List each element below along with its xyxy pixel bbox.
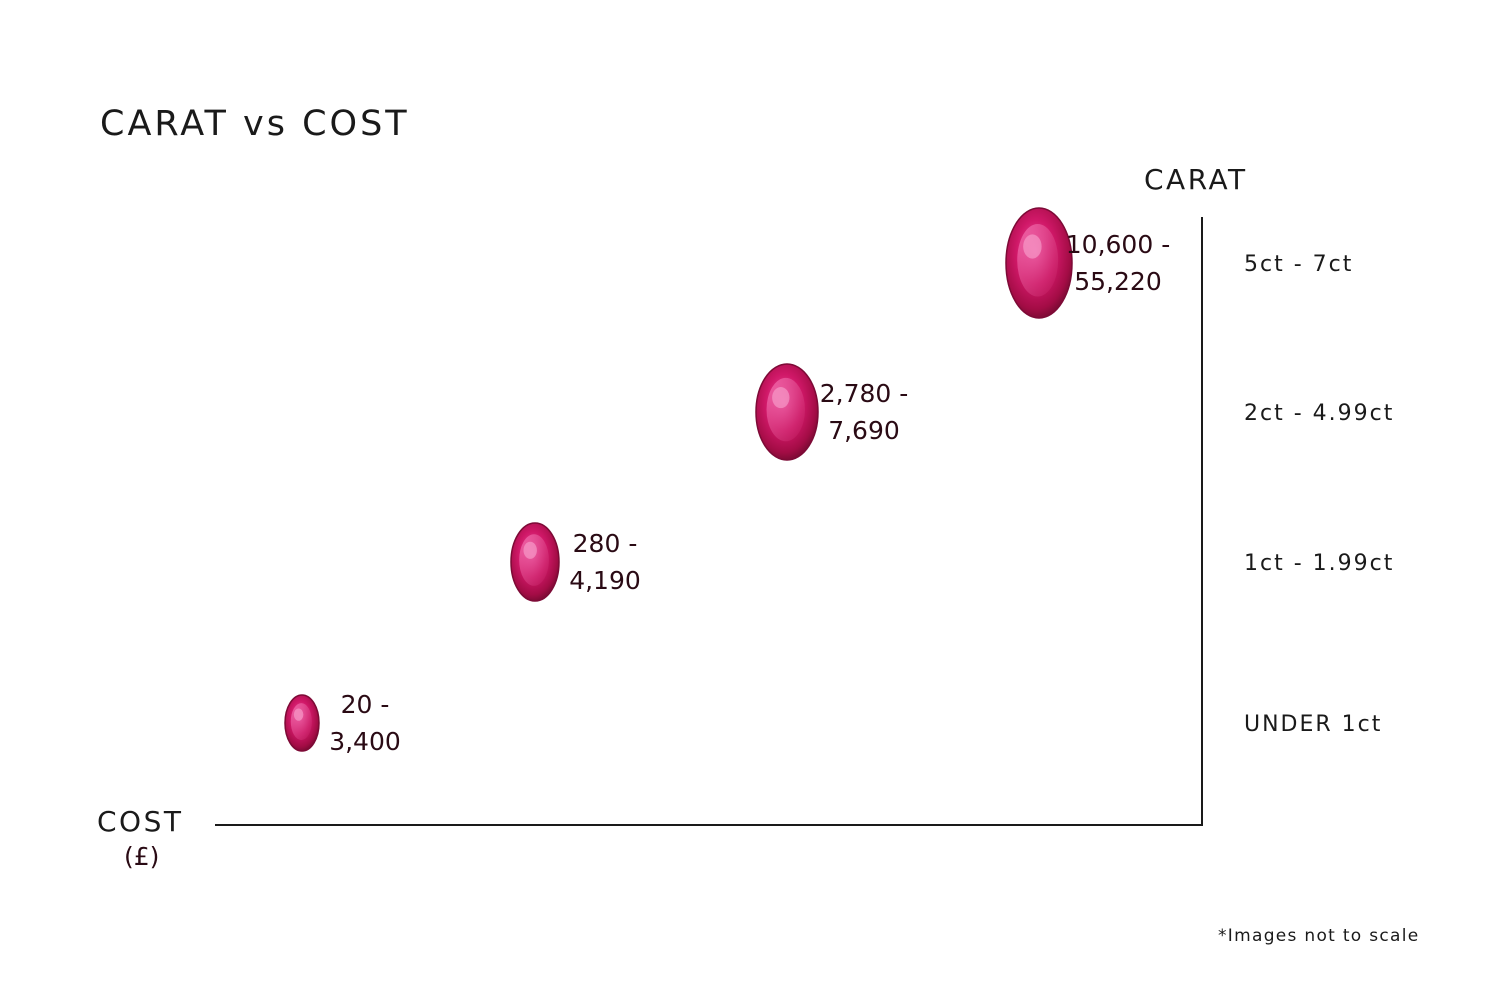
x-axis-title: COST bbox=[97, 805, 184, 838]
cost-range-label: 2,780 - bbox=[820, 379, 909, 408]
gem-marker bbox=[284, 694, 320, 752]
footnote: *Images not to scale bbox=[1218, 926, 1420, 946]
gem-table bbox=[1017, 223, 1059, 297]
cost-range-label: 20 - bbox=[341, 690, 390, 719]
gem-table bbox=[519, 534, 549, 586]
cost-range-label: 7,690 bbox=[828, 416, 900, 445]
cost-range-label: 4,190 bbox=[569, 566, 641, 595]
gem-highlight bbox=[293, 708, 304, 721]
y-tick-label: 2ct - 4.99ct bbox=[1244, 401, 1394, 426]
x-axis-unit: (£) bbox=[124, 842, 160, 871]
y-axis-title: CARAT bbox=[1144, 163, 1248, 196]
cost-range-label: 55,220 bbox=[1074, 267, 1161, 296]
gem-highlight bbox=[523, 541, 537, 559]
gem-marker bbox=[755, 363, 819, 461]
gem-highlight bbox=[1023, 234, 1042, 259]
y-tick-label: 5ct - 7ct bbox=[1244, 252, 1353, 277]
chart-title: CARAT vs COST bbox=[100, 104, 410, 144]
cost-range-label: 280 - bbox=[573, 529, 638, 558]
y-tick-label: 1ct - 1.99ct bbox=[1244, 551, 1394, 576]
gem-marker bbox=[1005, 207, 1073, 319]
cost-range-label: 10,600 - bbox=[1066, 230, 1170, 259]
gem-table bbox=[290, 703, 312, 741]
y-tick-label: UNDER 1ct bbox=[1244, 712, 1382, 737]
cost-range-label: 3,400 bbox=[329, 727, 401, 756]
gem-highlight bbox=[772, 387, 790, 409]
gem-table bbox=[766, 377, 805, 442]
gem-marker bbox=[510, 522, 560, 602]
